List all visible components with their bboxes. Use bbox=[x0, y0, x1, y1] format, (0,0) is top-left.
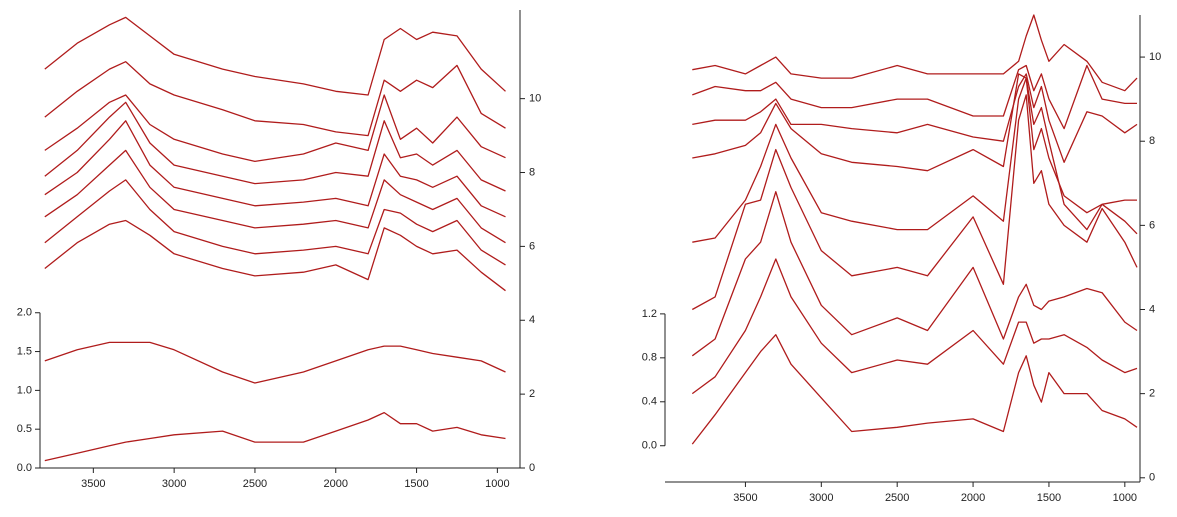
y-tick-label: 1.5 bbox=[17, 345, 32, 357]
spectrum-line bbox=[44, 219, 506, 292]
spectrum-line bbox=[44, 101, 506, 192]
x-tick-label: 3000 bbox=[162, 478, 186, 490]
y2-tick-label: 0 bbox=[529, 462, 535, 474]
y2-tick-label: 8 bbox=[1149, 135, 1155, 147]
spectrum-line bbox=[692, 73, 1138, 163]
y-tick-label: 0.4 bbox=[642, 396, 657, 408]
y2-tick-label: 2 bbox=[1149, 388, 1155, 400]
y-tick-label: 2.0 bbox=[17, 307, 32, 319]
x-tick-label: 1500 bbox=[1037, 492, 1061, 504]
y-tick-label: 0.5 bbox=[17, 423, 32, 435]
x-tick-label: 2000 bbox=[961, 492, 985, 504]
y2-tick-label: 6 bbox=[1149, 219, 1155, 231]
y2-tick-label: 8 bbox=[529, 166, 535, 178]
spectrum-line bbox=[691, 191, 1138, 357]
spectrum-line bbox=[44, 16, 506, 96]
spectrum-line bbox=[691, 94, 1138, 311]
spectrum-line bbox=[692, 73, 1137, 231]
x-tick-label: 3500 bbox=[81, 478, 105, 490]
y2-tick-label: 0 bbox=[1149, 472, 1155, 484]
y-tick-label: 0.8 bbox=[642, 352, 657, 364]
spectrum-line bbox=[44, 120, 506, 218]
x-tick-label: 3500 bbox=[733, 492, 757, 504]
x-tick-label: 3000 bbox=[809, 492, 833, 504]
x-tick-label: 2000 bbox=[324, 478, 348, 490]
spectrum-line bbox=[692, 64, 1137, 130]
spectrum-line bbox=[44, 341, 506, 384]
spectrum-line bbox=[691, 334, 1138, 445]
y2-tick-label: 2 bbox=[529, 388, 535, 400]
y2-tick-label: 4 bbox=[529, 314, 535, 326]
spectrum-line bbox=[691, 258, 1138, 395]
spectrum-line bbox=[692, 14, 1138, 92]
x-tick-label: 1500 bbox=[404, 478, 428, 490]
x-tick-label: 1000 bbox=[1113, 492, 1137, 504]
spectrum-line bbox=[692, 77, 1138, 243]
y-tick-label: 1.2 bbox=[642, 308, 657, 320]
spectrum-line bbox=[44, 94, 506, 163]
spectrum-line bbox=[44, 179, 506, 266]
y2-tick-label: 4 bbox=[1149, 303, 1155, 315]
spectrum-line bbox=[44, 411, 506, 462]
x-tick-label: 1000 bbox=[485, 478, 509, 490]
spectrum-line bbox=[44, 149, 506, 244]
x-tick-label: 2500 bbox=[243, 478, 267, 490]
y2-tick-label: 10 bbox=[1149, 51, 1161, 63]
x-tick-label: 2500 bbox=[885, 492, 909, 504]
spectrum-line bbox=[44, 61, 506, 137]
y-tick-label: 0.0 bbox=[17, 462, 32, 474]
y2-tick-label: 10 bbox=[529, 93, 541, 105]
y-tick-label: 1.0 bbox=[17, 384, 32, 396]
y2-tick-label: 6 bbox=[529, 240, 535, 252]
y-tick-label: 0.0 bbox=[642, 440, 657, 452]
